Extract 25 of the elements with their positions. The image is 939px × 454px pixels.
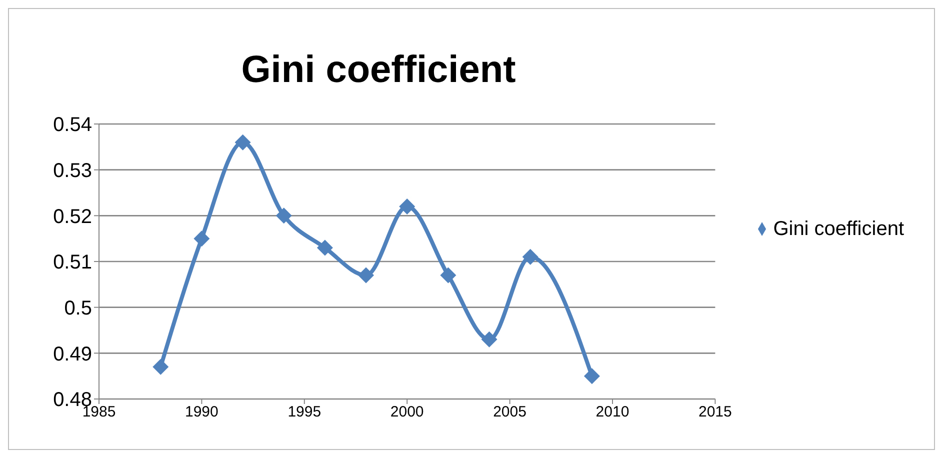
x-tick-label: 1990 [185,404,218,421]
y-tick-label: 0.5 [64,297,92,320]
y-tick-label: 0.51 [53,252,92,274]
x-tick-label: 1995 [288,404,322,421]
point [234,134,251,150]
point [522,248,538,265]
chart-title: Gini coefficient [240,49,517,92]
y-tick-label: 0.52 [53,206,92,228]
y-tick-label: 0.53 [53,160,92,182]
point [276,208,292,224]
legend-label: Gini coefficient [773,218,904,240]
x-tick-label: 2000 [390,404,424,421]
point [316,240,333,256]
x-tick-label: 2015 [698,404,732,421]
x-tick-label: 2010 [596,404,630,421]
x-tick-label: 2005 [493,404,526,421]
point [584,368,600,384]
point [152,358,169,375]
point [399,198,416,214]
y-tick-label: 0.54 [53,114,92,136]
point [440,267,456,284]
y-tick-label: 0.49 [53,343,92,366]
point [194,230,210,247]
point [481,331,498,348]
point [358,267,374,284]
